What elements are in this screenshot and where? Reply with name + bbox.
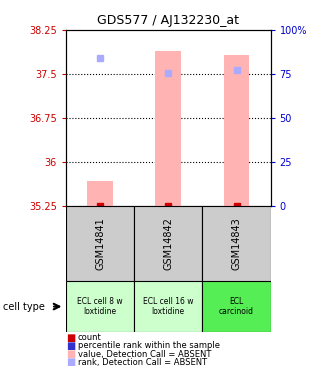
Bar [223,55,249,206]
Bar [134,281,202,332]
Bar [87,181,113,206]
Text: ■: ■ [66,357,76,367]
Bar [134,206,202,281]
Text: percentile rank within the sample: percentile rank within the sample [78,341,219,350]
Text: ■: ■ [66,341,76,351]
Text: GSM14842: GSM14842 [163,217,173,270]
Text: count: count [78,333,101,342]
Text: ■: ■ [66,333,76,342]
Text: GSM14843: GSM14843 [232,217,242,270]
Bar [202,281,271,332]
Bar [66,281,134,332]
Bar [66,206,134,281]
Text: rank, Detection Call = ABSENT: rank, Detection Call = ABSENT [78,358,207,367]
Text: cell type: cell type [3,302,45,312]
Bar [202,206,271,281]
Bar [155,51,181,206]
Text: ECL cell 16 w
loxtidine: ECL cell 16 w loxtidine [143,297,194,316]
Text: value, Detection Call = ABSENT: value, Detection Call = ABSENT [78,350,211,358]
Text: ECL cell 8 w
loxtidine: ECL cell 8 w loxtidine [77,297,123,316]
Text: GSM14841: GSM14841 [95,217,105,270]
Title: GDS577 / AJ132230_at: GDS577 / AJ132230_at [97,15,239,27]
Text: ECL
carcinoid: ECL carcinoid [219,297,254,316]
Text: ■: ■ [66,349,76,359]
